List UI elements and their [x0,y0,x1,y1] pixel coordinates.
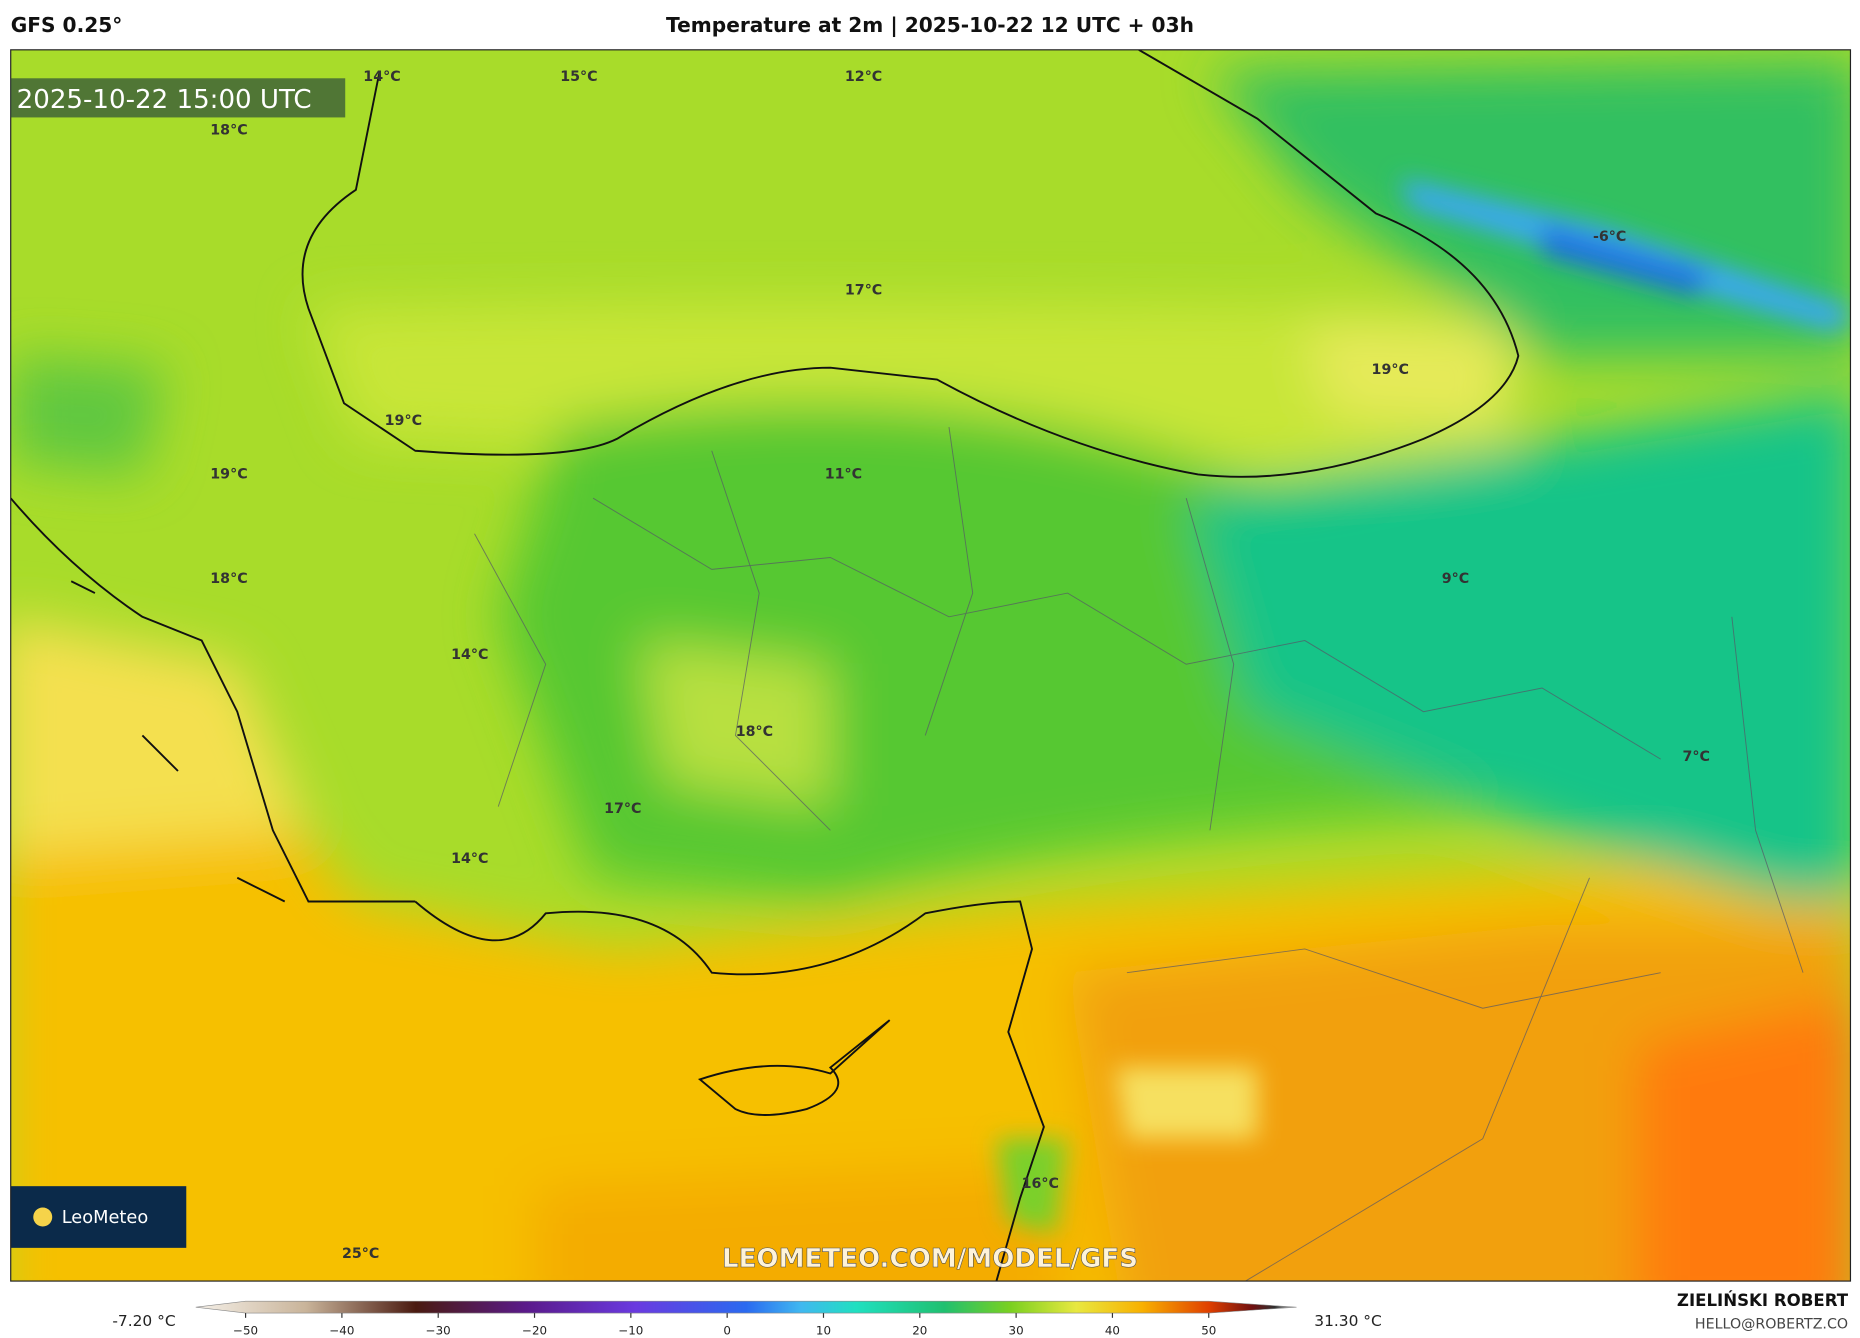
email: HELLO@ROBERTZ.CO [1695,1317,1848,1333]
temperature-label: 15°C [560,69,597,85]
temperature-label: 19°C [210,466,247,482]
map: LeoMeteo LEOMETEO.COM/MODEL/GFS [10,49,1851,1282]
temperature-label: 18°C [210,122,247,138]
temperature-label: 25°C [342,1246,379,1262]
temperature-label: 14°C [363,69,400,85]
colorbar-tick-label: −40 [329,1323,354,1337]
colorbar-tick-label: −10 [618,1323,643,1337]
colorbar-tick-label: −20 [522,1323,547,1337]
model-name: GFS 0.25° [11,13,123,37]
temperature-label: 18°C [210,571,247,587]
timestamp-box [10,78,346,118]
temperature-label: 18°C [736,724,773,740]
temperature-label: 11°C [825,466,862,482]
temperature-label: -6°C [1593,229,1626,245]
title: Temperature at 2m | 2025-10-22 12 UTC + … [666,13,1194,37]
temperature-label: 9°C [1442,571,1469,587]
temperature-label: 16°C [1022,1176,1059,1192]
colorbar-max: 31.30 °C [1314,1312,1381,1330]
temperature-labels: 14°C 15°C 12°C 18°C 17°C -6°C 19°C 19°C 19°C 11°C… [210,69,1710,1262]
logo-sun [33,1207,53,1227]
colorbar-tick-label: 20 [912,1323,927,1337]
author: ZIELIŃSKI ROBERT [1677,1291,1849,1310]
colorbar-tick-label: 40 [1105,1323,1120,1337]
temperature-label: 14°C [451,647,488,663]
map-frame [10,49,1852,1282]
temperature-label: 19°C [385,413,422,429]
colorbar-tick-label: 0 [723,1323,731,1337]
temperature-label: 7°C [1683,749,1710,765]
logo-text: LeoMeteo [62,1207,148,1228]
colorbar-tick-label: −30 [426,1323,451,1337]
colorbar-tick-label: 50 [1201,1323,1216,1337]
temperature-label: 19°C [1372,362,1409,378]
timestamp: 2025-10-22 15:00 UTC [17,85,312,115]
colorbar [195,1300,1297,1314]
colorbar-tick-label: 30 [1009,1323,1024,1337]
colorbar-ticks: −50 −40 −30 −20 −10 0 10 20 30 40 50 [233,1313,1216,1337]
temperature-label: 17°C [604,801,641,817]
temperature-label: 17°C [845,283,882,299]
colorbar-min: -7.20 °C [112,1312,175,1330]
colorbar-tick-label: −50 [233,1323,258,1337]
watermark: LEOMETEO.COM/MODEL/GFS [722,1244,1138,1274]
temperature-label: 14°C [451,851,488,867]
colorbar-tick-label: 10 [816,1323,831,1337]
temperature-label: 12°C [845,69,882,85]
